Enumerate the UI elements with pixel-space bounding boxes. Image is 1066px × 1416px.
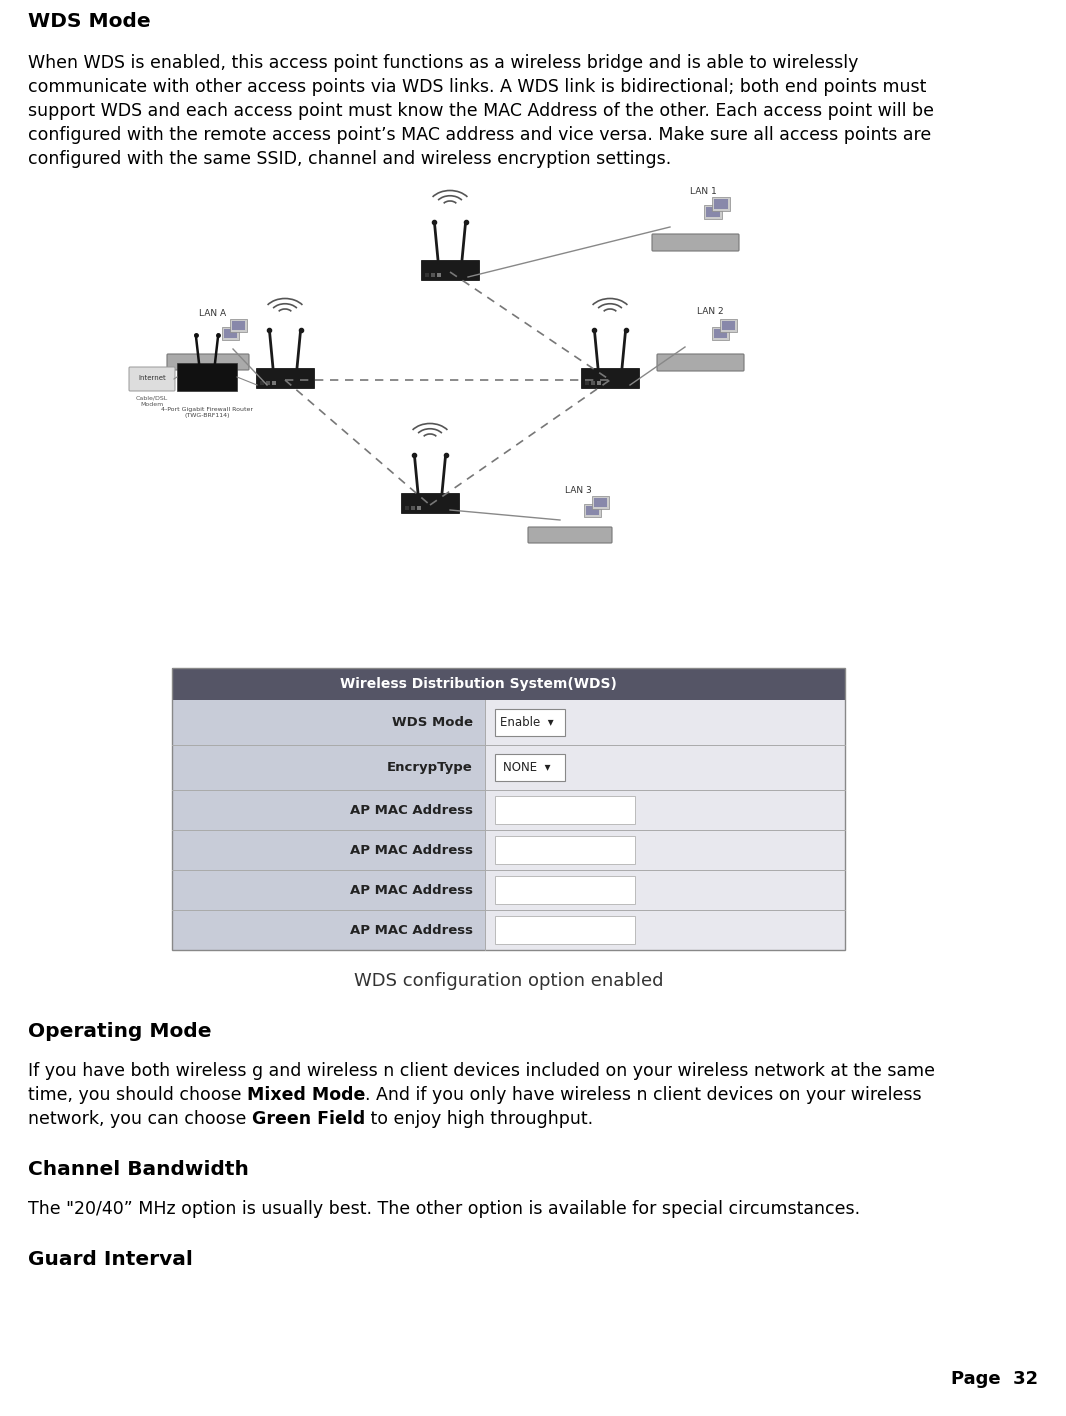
Bar xyxy=(172,830,485,869)
FancyBboxPatch shape xyxy=(495,835,635,864)
Text: Cable/DSL
Modem: Cable/DSL Modem xyxy=(135,396,168,408)
FancyBboxPatch shape xyxy=(129,367,175,391)
Bar xyxy=(485,790,845,830)
Text: WDS configuration option enabled: WDS configuration option enabled xyxy=(354,971,663,990)
FancyBboxPatch shape xyxy=(528,527,612,542)
Text: Channel Bandwidth: Channel Bandwidth xyxy=(28,1160,248,1180)
FancyBboxPatch shape xyxy=(657,354,744,371)
Text: When WDS is enabled, this access point functions as a wireless bridge and is abl: When WDS is enabled, this access point f… xyxy=(28,54,858,72)
Bar xyxy=(714,200,728,210)
Text: configured with the same SSID, channel and wireless encryption settings.: configured with the same SSID, channel a… xyxy=(28,150,672,169)
Text: AP MAC Address: AP MAC Address xyxy=(350,884,473,896)
Bar xyxy=(592,496,609,508)
Bar xyxy=(722,321,734,330)
Text: AP MAC Address: AP MAC Address xyxy=(350,923,473,936)
Text: support WDS and each access point must know the MAC Address of the other. Each a: support WDS and each access point must k… xyxy=(28,102,934,120)
Bar xyxy=(714,329,727,338)
Bar xyxy=(230,319,247,331)
Bar xyxy=(706,207,720,217)
Bar xyxy=(591,381,595,385)
Text: Page  32: Page 32 xyxy=(951,1371,1038,1388)
Bar xyxy=(720,319,737,331)
Bar xyxy=(256,368,314,388)
Text: If you have both wireless g and wireless n client devices included on your wirel: If you have both wireless g and wireless… xyxy=(28,1062,935,1080)
Bar xyxy=(405,506,409,510)
Text: configured with the remote access point’s MAC address and vice versa. Make sure : configured with the remote access point’… xyxy=(28,126,932,144)
Text: Operating Mode: Operating Mode xyxy=(28,1022,211,1041)
Text: The "20/40” MHz option is usually best. The other option is available for specia: The "20/40” MHz option is usually best. … xyxy=(28,1199,860,1218)
Bar xyxy=(485,745,845,790)
Bar xyxy=(431,273,435,278)
Bar xyxy=(586,506,599,515)
Text: network, you can choose: network, you can choose xyxy=(28,1110,252,1129)
Text: LAN 3: LAN 3 xyxy=(565,486,592,496)
Bar xyxy=(266,381,270,385)
Text: AP MAC Address: AP MAC Address xyxy=(350,844,473,857)
Text: time, you should choose: time, you should choose xyxy=(28,1086,247,1104)
Bar xyxy=(425,273,429,278)
Bar xyxy=(411,506,415,510)
Bar xyxy=(485,869,845,910)
FancyBboxPatch shape xyxy=(495,916,635,944)
Bar xyxy=(485,700,845,745)
Bar xyxy=(172,700,485,745)
Bar xyxy=(401,493,459,513)
Text: Mixed Mode: Mixed Mode xyxy=(247,1086,366,1104)
FancyBboxPatch shape xyxy=(167,354,249,370)
Text: LAN 2: LAN 2 xyxy=(697,307,724,316)
Bar xyxy=(584,504,601,517)
Bar xyxy=(704,205,722,219)
Bar xyxy=(172,790,485,830)
Bar xyxy=(485,910,845,950)
Text: . And if you only have wireless n client devices on your wireless: . And if you only have wireless n client… xyxy=(366,1086,922,1104)
FancyBboxPatch shape xyxy=(495,753,565,782)
Bar xyxy=(712,327,729,340)
Bar xyxy=(222,327,239,340)
Text: Guard Interval: Guard Interval xyxy=(28,1250,193,1269)
Text: EncrypType: EncrypType xyxy=(387,760,473,775)
Text: WDS Mode: WDS Mode xyxy=(392,716,473,729)
Bar xyxy=(172,668,845,700)
Text: to enjoy high throughput.: to enjoy high throughput. xyxy=(366,1110,594,1129)
Bar xyxy=(172,668,845,950)
Bar xyxy=(585,381,589,385)
Bar xyxy=(594,498,607,507)
Bar xyxy=(712,197,730,211)
Bar xyxy=(172,910,485,950)
Text: WDS Mode: WDS Mode xyxy=(28,11,150,31)
Bar xyxy=(260,381,264,385)
Text: LAN 1: LAN 1 xyxy=(690,187,716,195)
Text: communicate with other access points via WDS links. A WDS link is bidirectional;: communicate with other access points via… xyxy=(28,78,926,96)
Text: 4-Port Gigabit Firewall Router
(TWG-BRF114): 4-Port Gigabit Firewall Router (TWG-BRF1… xyxy=(161,406,253,418)
Bar xyxy=(485,830,845,869)
FancyBboxPatch shape xyxy=(495,709,565,736)
Text: NONE  ▾: NONE ▾ xyxy=(503,760,550,775)
Text: LAN A: LAN A xyxy=(199,309,227,319)
FancyBboxPatch shape xyxy=(652,234,739,251)
Bar xyxy=(172,869,485,910)
FancyBboxPatch shape xyxy=(495,796,635,824)
Text: AP MAC Address: AP MAC Address xyxy=(350,803,473,817)
Text: Green Field: Green Field xyxy=(252,1110,366,1129)
Text: Wireless Distribution System(WDS): Wireless Distribution System(WDS) xyxy=(340,677,617,691)
Bar xyxy=(224,329,237,338)
Bar xyxy=(172,745,485,790)
Bar xyxy=(177,362,237,391)
Text: Enable  ▾: Enable ▾ xyxy=(500,716,553,729)
Bar xyxy=(581,368,639,388)
Bar xyxy=(597,381,601,385)
Bar xyxy=(417,506,421,510)
FancyBboxPatch shape xyxy=(495,877,635,903)
Text: Internet: Internet xyxy=(139,375,166,381)
Bar xyxy=(437,273,441,278)
Bar xyxy=(272,381,276,385)
Bar xyxy=(232,321,245,330)
Bar xyxy=(421,261,479,280)
